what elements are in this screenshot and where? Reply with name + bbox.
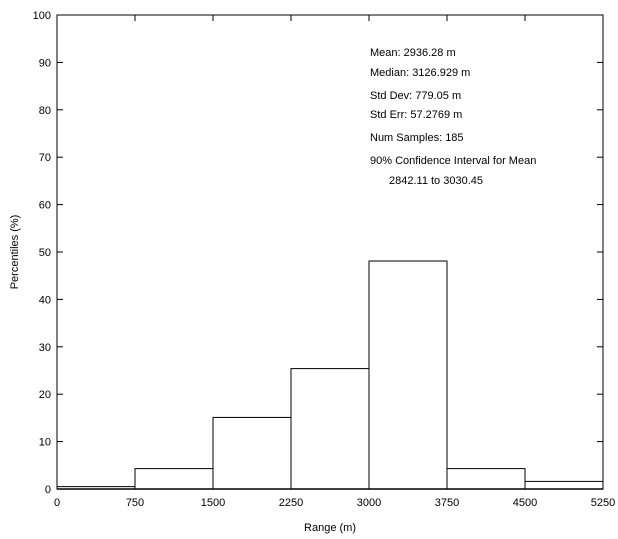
y-tick-label: 100 [33,10,51,22]
y-tick-label: 90 [39,57,51,69]
stat-ci-range: 2842.11 to 3030.45 [389,175,483,187]
y-tick-label: 20 [39,389,51,401]
histogram-bar [290,368,370,490]
stat-median: Median: 3126.929 m [370,67,470,79]
stat-std-err: Std Err: 57.2769 m [370,109,462,121]
stats-box: Mean: 2936.28 m Median: 3126.929 m Std D… [370,47,536,187]
histogram-bars [56,260,604,490]
y-tick-label: 0 [45,484,51,496]
x-tick-label: 1500 [201,497,225,509]
x-tick-label: 750 [126,497,144,509]
histogram-bar [446,468,526,490]
histogram-bar [368,260,448,490]
stat-std-dev: Std Dev: 779.05 m [370,90,461,102]
x-tick-label: 4500 [513,497,537,509]
stat-ci-label: 90% Confidence Interval for Mean [370,155,536,167]
histogram-bar [212,416,292,490]
histogram-bar [524,480,604,490]
y-tick-label: 70 [39,152,51,164]
y-tick-label: 10 [39,437,51,449]
x-tick-label: 3000 [357,497,381,509]
stat-mean: Mean: 2936.28 m [370,47,456,59]
y-tick-label: 30 [39,342,51,354]
y-tick-label: 40 [39,294,51,306]
y-tick-label: 60 [39,200,51,212]
x-axis-label: Range (m) [304,522,356,534]
x-tick-label: 5250 [591,497,615,509]
x-tick-label: 2250 [279,497,303,509]
x-tick-label: 0 [54,497,60,509]
x-tick-label: 3750 [435,497,459,509]
histogram-bar [134,468,214,490]
stat-num-samples: Num Samples: 185 [370,132,464,144]
y-axis-label: Percentiles (%) [9,215,21,290]
y-axis: 0 10 20 30 40 50 60 70 80 90 100 [33,10,603,496]
x-axis: 0 750 1500 2250 3000 3750 4500 5250 [54,15,615,509]
y-tick-label: 50 [39,247,51,259]
y-tick-label: 80 [39,105,51,117]
